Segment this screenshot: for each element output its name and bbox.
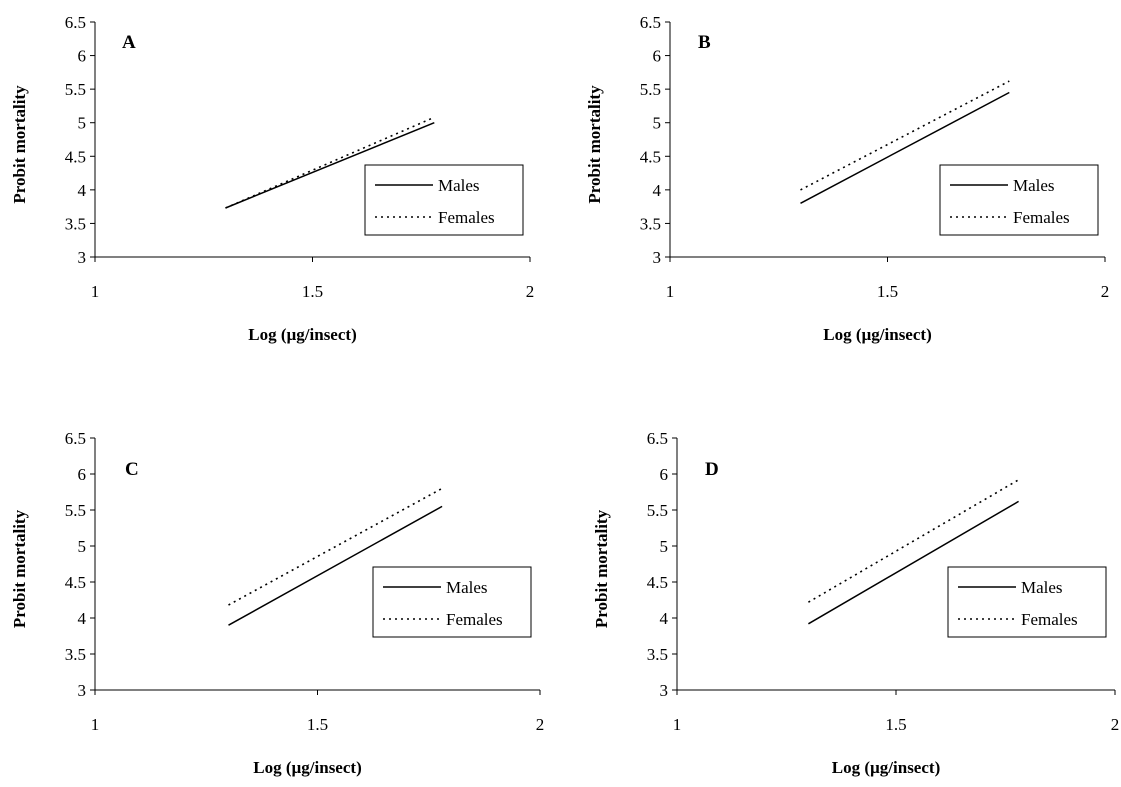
y-tick-label: 4.5 — [640, 147, 661, 166]
legend: Males Females — [947, 566, 1107, 638]
legend-box — [364, 164, 524, 236]
x-tick-label: 2 — [1111, 715, 1120, 734]
y-tick-label: 3 — [660, 681, 669, 700]
y-tick-label: 3.5 — [65, 214, 86, 233]
legend: Males Females — [939, 164, 1099, 236]
series-line-females — [225, 116, 435, 209]
legend-label-females: Females — [438, 208, 495, 227]
panel-letter: D — [705, 459, 719, 480]
panel-letter: C — [125, 459, 139, 480]
y-tick-label: 5 — [653, 114, 662, 133]
legend-label-males: Males — [446, 578, 488, 597]
legend: Males Females — [364, 164, 524, 236]
x-axis-label: Log (µg/insect) — [832, 758, 940, 777]
y-tick-label: 3.5 — [647, 645, 668, 664]
legend-label-females: Females — [1021, 610, 1078, 629]
legend-box — [372, 566, 532, 638]
x-tick-label: 2 — [536, 715, 545, 734]
x-tick-label: 1 — [91, 282, 100, 301]
y-tick-label: 6 — [660, 465, 669, 484]
y-tick-label: 4.5 — [65, 147, 86, 166]
x-tick-label: 1 — [666, 282, 675, 301]
chart-panel-c: 3 3.5 4 4.5 5 5.5 6 6.5 1 1.5 2 Log (µg/insect) Prob… — [10, 429, 544, 777]
x-tick-label: 1.5 — [307, 715, 328, 734]
series-line-females — [228, 487, 443, 606]
y-tick-label: 6.5 — [65, 429, 86, 448]
x-tick-label: 1.5 — [302, 282, 323, 301]
y-axis-label: Probit mortality — [10, 509, 29, 628]
y-tick-label: 4 — [660, 609, 669, 628]
chart-panel-a: 3 3.5 4 4.5 5 5.5 6 6.5 1 1.5 2 Log (µg/insect) Prob… — [10, 13, 534, 344]
y-tick-label: 5 — [78, 537, 87, 556]
series-line-males — [225, 122, 435, 209]
series-line-males — [800, 91, 1010, 204]
y-tick-label: 6 — [653, 47, 662, 66]
legend-label-males: Males — [438, 176, 480, 195]
y-tick-label: 5.5 — [65, 80, 86, 99]
series-line-males — [228, 505, 443, 626]
legend-box — [939, 164, 1099, 236]
y-tick-label: 5 — [78, 114, 87, 133]
y-tick-label: 5.5 — [640, 80, 661, 99]
y-tick-label: 6.5 — [647, 429, 668, 448]
y-tick-label: 4.5 — [65, 573, 86, 592]
y-axis-label: Probit mortality — [10, 85, 29, 204]
x-tick-label: 1.5 — [877, 282, 898, 301]
x-tick-label: 1 — [91, 715, 100, 734]
x-tick-label: 2 — [526, 282, 535, 301]
x-axis-label: Log (µg/insect) — [823, 325, 931, 344]
legend-label-males: Males — [1021, 578, 1063, 597]
legend-label-females: Females — [446, 610, 503, 629]
y-tick-label: 4 — [78, 609, 87, 628]
y-tick-label: 5.5 — [65, 501, 86, 520]
legend: Males Females — [372, 566, 532, 638]
x-tick-label: 2 — [1101, 282, 1110, 301]
y-tick-label: 3 — [78, 248, 87, 267]
chart-panel-d: 3 3.5 4 4.5 5 5.5 6 6.5 1 1.5 2 Log (µg/insect) Prob… — [592, 429, 1119, 777]
panel-letter: A — [122, 32, 136, 53]
y-tick-label: 6 — [78, 465, 87, 484]
x-tick-label: 1.5 — [885, 715, 906, 734]
x-axis-label: Log (µg/insect) — [248, 325, 356, 344]
series-line-females — [807, 479, 1020, 603]
y-tick-label: 3 — [653, 248, 662, 267]
legend-box — [947, 566, 1107, 638]
y-tick-label: 6.5 — [640, 13, 661, 32]
y-tick-label: 6 — [78, 47, 87, 66]
panel-letter: B — [698, 32, 711, 53]
y-tick-label: 4 — [653, 181, 662, 200]
series-line-males — [808, 500, 1019, 625]
chart-panel-b: 3 3.5 4 4.5 5 5.5 6 6.5 1 1.5 2 Log (µg/insect) Prob… — [585, 13, 1109, 344]
legend-label-females: Females — [1013, 208, 1070, 227]
y-tick-label: 4 — [78, 181, 87, 200]
y-tick-label: 3.5 — [65, 645, 86, 664]
y-tick-label: 3.5 — [640, 214, 661, 233]
legend-label-males: Males — [1013, 176, 1055, 195]
x-tick-label: 1 — [673, 715, 682, 734]
y-tick-label: 6.5 — [65, 13, 86, 32]
y-axis-label: Probit mortality — [592, 509, 611, 628]
y-axis-label: Probit mortality — [585, 85, 604, 204]
y-tick-label: 4.5 — [647, 573, 668, 592]
y-tick-label: 3 — [78, 681, 87, 700]
x-axis-label: Log (µg/insect) — [253, 758, 361, 777]
y-tick-label: 5.5 — [647, 501, 668, 520]
y-tick-label: 5 — [660, 537, 669, 556]
